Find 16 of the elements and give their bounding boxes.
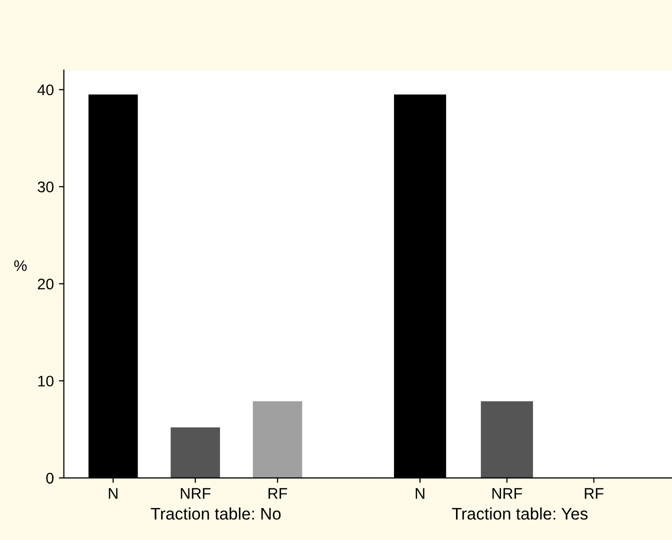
y-tick-label: 10 [38, 376, 54, 387]
bar [252, 401, 302, 478]
y-tick-label: 40 [37, 84, 54, 96]
y-tick-label: 0 [46, 472, 54, 484]
x-tick-label: NRF [180, 488, 210, 499]
x-tick-label: N [416, 488, 424, 499]
y-axis-title: % [14, 260, 27, 271]
bar [170, 427, 220, 478]
x-tick-label: RF [268, 488, 288, 499]
x-tick-label: N [108, 488, 118, 499]
x-axis-title: Traction table: Yes [452, 507, 588, 520]
y-tick-label: 20 [38, 278, 54, 290]
y-tick-label: 30 [38, 182, 54, 192]
x-axis-title: Traction table: No [150, 507, 281, 520]
x-tick-label: NRF [492, 488, 522, 499]
x-tick-label: RF [584, 488, 604, 499]
